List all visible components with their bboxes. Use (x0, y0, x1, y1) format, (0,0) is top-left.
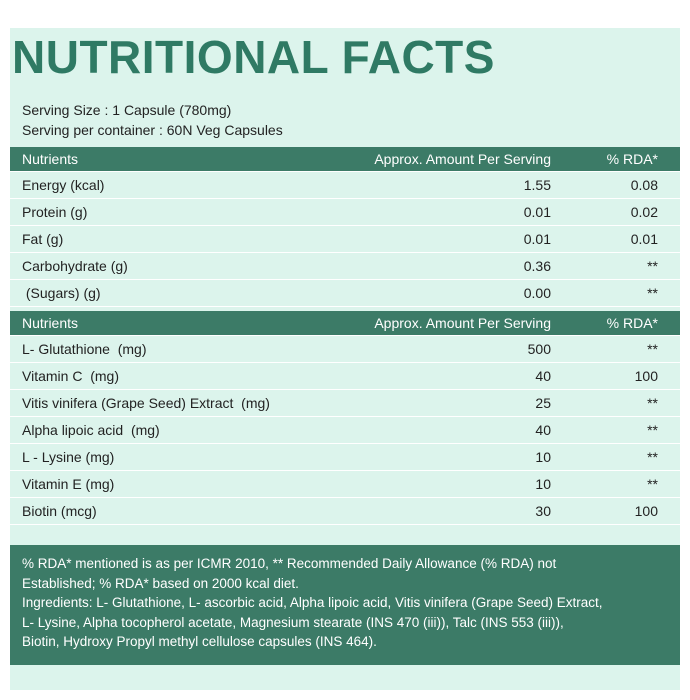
table-row: Vitis vinifera (Grape Seed) Extract (mg)… (10, 390, 680, 417)
serving-size: Serving Size : 1 Capsule (780mg) (22, 102, 232, 118)
cell: 0.01 (523, 231, 551, 247)
cell: 40 (535, 422, 551, 438)
table-row: Biotin (mcg) 30 100 (10, 498, 680, 525)
cell: ** (647, 395, 658, 411)
table-row: Vitamin E (mg) 10 ** (10, 471, 680, 498)
cell: ** (647, 449, 658, 465)
cell: L- Glutathione (mg) (22, 341, 147, 357)
cell: 0.36 (523, 258, 551, 274)
cell: 0.01 (523, 204, 551, 220)
table-row: L- Glutathione (mg) 500 ** (10, 336, 680, 363)
cell: 0.08 (630, 177, 658, 193)
cell: ** (647, 285, 658, 301)
serving-per-container: Serving per container : 60N Veg Capsules (22, 122, 283, 138)
cell: ** (647, 422, 658, 438)
cell: 0.02 (630, 204, 658, 220)
note-line: Biotin, Hydroxy Propyl methyl cellulose … (22, 634, 377, 649)
cell: 10 (535, 476, 551, 492)
cell: Vitamin C (mg) (22, 368, 119, 384)
cell: (Sugars) (g) (22, 285, 101, 301)
table-row: Protein (g) 0.01 0.02 (10, 199, 680, 226)
cell: Energy (kcal) (22, 177, 105, 193)
cell: ** (647, 341, 658, 357)
table-row: Energy (kcal) 1.55 0.08 (10, 172, 680, 199)
cell: ** (647, 476, 658, 492)
note-line: % RDA* mentioned is as per ICMR 2010, **… (22, 556, 557, 571)
cell: Protein (g) (22, 204, 88, 220)
header-cell: Approx. Amount Per Serving (374, 315, 551, 331)
cell: Biotin (mcg) (22, 503, 97, 519)
notes: % RDA* mentioned is as per ICMR 2010, **… (10, 545, 680, 665)
header-cell: % RDA* (606, 315, 658, 331)
cell: 500 (527, 341, 551, 357)
table-row: L - Lysine (mg) 10 ** (10, 444, 680, 471)
header-cell: Approx. Amount Per Serving (374, 151, 551, 167)
table-row: (Sugars) (g) 0.00 ** (10, 280, 680, 307)
header-cell: Nutrients (22, 315, 79, 331)
cell: 0.01 (630, 231, 658, 247)
cell: Vitis vinifera (Grape Seed) Extract (mg) (22, 395, 270, 411)
cell: Alpha lipoic acid (mg) (22, 422, 160, 438)
note-line: Established; % RDA* based on 2000 kcal d… (22, 575, 299, 591)
table-row: Alpha lipoic acid (mg) 40 ** (10, 417, 680, 444)
cell: 25 (535, 395, 551, 411)
header-cell: % RDA* (606, 151, 658, 167)
title: NUTRITIONAL FACTS (12, 31, 495, 83)
cell: 1.55 (523, 177, 551, 193)
nutrition-tables: Nutrients Approx. Amount Per Serving % RDA… (10, 147, 680, 525)
cell: Vitamin E (mg) (22, 476, 115, 492)
cell: ** (647, 258, 658, 274)
cell: 100 (634, 368, 658, 384)
note-line: L- Lysine, Alpha tocopherol acetate, Mag… (22, 614, 564, 630)
cell: 30 (535, 503, 551, 519)
note-line: Ingredients: L- Glutathione, L- ascorbic… (22, 595, 603, 610)
cell: 100 (634, 503, 658, 519)
header-row: Nutrients Approx. Amount Per Serving % RDA… (10, 311, 680, 336)
table-row: Vitamin C (mg) 40 100 (10, 363, 680, 390)
cell: 10 (535, 449, 551, 465)
cell: L - Lysine (mg) (22, 449, 115, 465)
cell: Carbohydrate (g) (22, 258, 128, 274)
table-row: Carbohydrate (g) 0.36 ** (10, 253, 680, 280)
cell: 0.00 (523, 285, 551, 301)
cell: 40 (535, 368, 551, 384)
header-cell: Nutrients (22, 151, 79, 167)
header-row: Nutrients Approx. Amount Per Serving % RDA… (10, 147, 680, 172)
table-row: Fat (g) 0.01 0.01 (10, 226, 680, 253)
cell: Fat (g) (22, 231, 64, 247)
